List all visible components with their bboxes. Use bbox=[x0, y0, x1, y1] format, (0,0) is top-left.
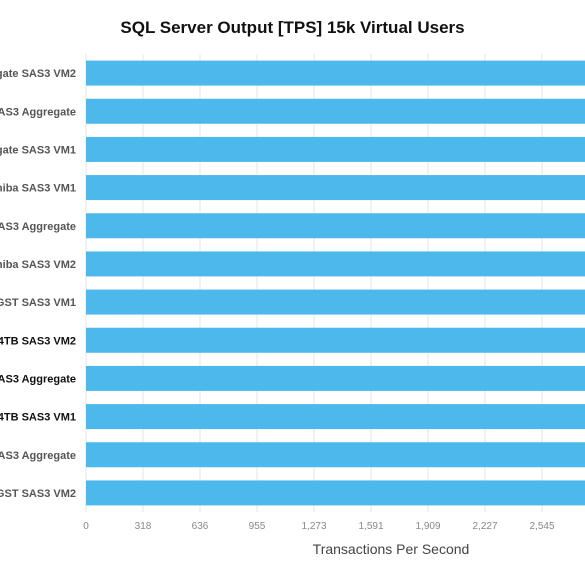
x-tick-label: 2,227 bbox=[472, 521, 497, 532]
bar bbox=[86, 213, 585, 239]
bar bbox=[86, 98, 585, 124]
category-label: SAS3 Aggregate bbox=[0, 450, 76, 462]
category-label: hiba SAS3 VM1 bbox=[0, 183, 76, 195]
bar bbox=[86, 442, 585, 468]
category-label: hiba SAS3 VM2 bbox=[0, 259, 76, 271]
category-label: AS3 Aggregate bbox=[0, 221, 76, 233]
x-axis-title: Transactions Per Second bbox=[313, 541, 470, 557]
bar bbox=[86, 60, 585, 86]
bar bbox=[86, 251, 585, 277]
bar bbox=[86, 136, 585, 162]
x-tick-label: 1,909 bbox=[415, 521, 440, 532]
category-label: 4TB SAS3 VM2 bbox=[0, 335, 76, 347]
bars bbox=[86, 60, 585, 506]
category-label: gate SAS3 VM2 bbox=[0, 68, 76, 80]
bar bbox=[86, 365, 585, 391]
chart-title: SQL Server Output [TPS] 15k Virtual User… bbox=[120, 18, 465, 37]
category-label: GST SAS3 VM1 bbox=[0, 297, 76, 309]
bar bbox=[86, 175, 585, 201]
category-label: 4TB SAS3 VM1 bbox=[0, 412, 76, 424]
x-tick-label: 1,591 bbox=[358, 521, 383, 532]
bar bbox=[86, 404, 585, 430]
x-tick-label: 318 bbox=[135, 521, 152, 532]
category-label: gate SAS3 VM1 bbox=[0, 144, 76, 156]
x-tick-label: 955 bbox=[249, 521, 266, 532]
category-label: SAS3 Aggregate bbox=[0, 106, 76, 118]
bar bbox=[86, 327, 585, 353]
x-tick-label: 636 bbox=[192, 521, 209, 532]
x-tick-label: 2,545 bbox=[529, 521, 554, 532]
x-tick-label: 0 bbox=[83, 521, 89, 532]
grid-lines bbox=[85, 54, 543, 512]
category-label: GST SAS3 VM2 bbox=[0, 488, 76, 500]
bar bbox=[86, 289, 585, 315]
bar bbox=[86, 480, 585, 506]
category-labels: gate SAS3 VM2 SAS3 Aggregate gate SAS3 VM1… bbox=[0, 68, 76, 500]
category-label: SAS3 Aggregate bbox=[0, 373, 76, 385]
x-tick-label: 1,273 bbox=[301, 521, 326, 532]
